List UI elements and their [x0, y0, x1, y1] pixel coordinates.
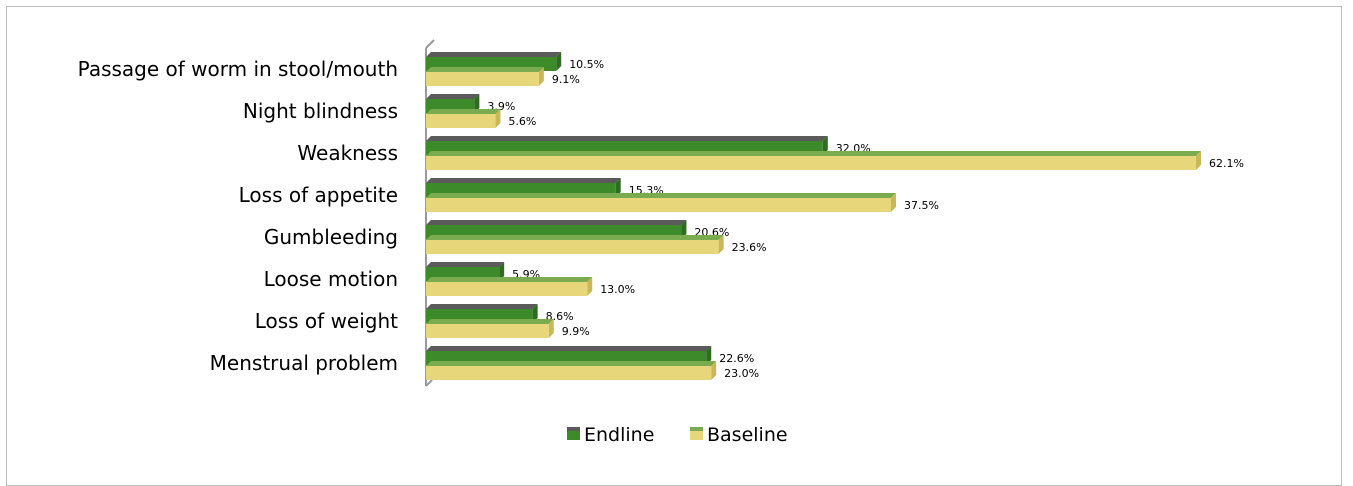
- bar-baseline-night-blindness-top: [426, 109, 501, 114]
- bar-baseline-loose-motion: [426, 282, 588, 296]
- bar-endline-weakness-side: [822, 136, 828, 155]
- legend-label-baseline: Baseline: [707, 424, 788, 446]
- category-label-night-blindness: Night blindness: [243, 99, 398, 123]
- category-label-menstrual-problem: Menstrual problem: [210, 351, 398, 375]
- bar-endline-passage-of-worm-in-stool-mouth-side: [556, 52, 562, 71]
- value-label-baseline-menstrual-problem: 23.0%: [724, 367, 759, 380]
- bar-endline-loose-motion-top: [426, 262, 505, 267]
- value-label-baseline-gumbleeding: 23.6%: [732, 241, 767, 254]
- bar-endline-gumbleeding-side: [681, 220, 687, 239]
- bar-baseline-loss-of-appetite-top: [426, 193, 896, 198]
- legend-label-endline: Endline: [584, 424, 654, 446]
- bar-baseline-loose-motion-side: [587, 277, 593, 296]
- bar-endline-loss-of-weight-side: [532, 304, 538, 323]
- category-label-loose-motion: Loose motion: [264, 267, 398, 291]
- bar-endline-weakness-top: [426, 136, 828, 141]
- bar-baseline-weakness: [426, 156, 1196, 170]
- value-label-baseline-weakness: 62.1%: [1209, 157, 1244, 170]
- bar-baseline-gumbleeding: [426, 240, 719, 254]
- bar-endline-night-blindness-side: [474, 94, 480, 113]
- value-label-baseline-loss-of-appetite: 37.5%: [904, 199, 939, 212]
- bar-baseline-menstrual-problem-top: [426, 361, 717, 366]
- bar-endline-loss-of-appetite-side: [615, 178, 621, 197]
- legend-swatch-top-baseline: [690, 427, 703, 431]
- bar-baseline-gumbleeding-side: [718, 235, 724, 254]
- bar-baseline-loss-of-weight-top: [426, 319, 554, 324]
- category-label-passage-of-worm-in-stool-mouth: Passage of worm in stool/mouth: [78, 57, 398, 81]
- bar-baseline-loss-of-weight-side: [548, 319, 554, 338]
- bar-endline-loss-of-weight-top: [426, 304, 538, 309]
- bar-baseline-passage-of-worm-in-stool-mouth: [426, 72, 539, 86]
- value-label-baseline-passage-of-worm-in-stool-mouth: 9.1%: [552, 73, 580, 86]
- bar-baseline-menstrual-problem-side: [711, 361, 717, 380]
- bar-baseline-weakness-side: [1196, 151, 1201, 170]
- y-axis-bottom-edge: [425, 379, 433, 387]
- legend-swatch-top-endline: [567, 427, 580, 431]
- bar-endline-night-blindness-top: [426, 94, 480, 99]
- category-label-loss-of-weight: Loss of weight: [255, 309, 398, 333]
- bar-endline-menstrual-problem-top: [426, 346, 712, 351]
- bar-endline-gumbleeding-top: [426, 220, 687, 225]
- value-label-baseline-loose-motion: 13.0%: [600, 283, 635, 296]
- bar-endline-passage-of-worm-in-stool-mouth-top: [426, 52, 562, 57]
- value-label-baseline-loss-of-weight: 9.9%: [562, 325, 590, 338]
- category-label-loss-of-appetite: Loss of appetite: [239, 183, 398, 207]
- bar-baseline-night-blindness: [426, 114, 496, 128]
- bar-baseline-night-blindness-side: [495, 109, 501, 128]
- bar-baseline-gumbleeding-top: [426, 235, 724, 240]
- bar-baseline-passage-of-worm-in-stool-mouth-side: [538, 67, 544, 86]
- value-label-baseline-night-blindness: 5.6%: [508, 115, 536, 128]
- category-label-weakness: Weakness: [297, 141, 398, 165]
- value-label-endline-menstrual-problem: 22.6%: [719, 352, 754, 365]
- bar-endline-loose-motion-side: [499, 262, 505, 281]
- bar-endline-menstrual-problem-side: [706, 346, 712, 365]
- bar-baseline-menstrual-problem: [426, 366, 712, 380]
- y-axis-top-edge: [425, 39, 435, 49]
- bar-baseline-loose-motion-top: [426, 277, 593, 282]
- bar-baseline-passage-of-worm-in-stool-mouth-top: [426, 67, 544, 72]
- category-label-gumbleeding: Gumbleeding: [264, 225, 398, 249]
- bar-baseline-loss-of-appetite-side: [890, 193, 896, 212]
- bar-endline-loss-of-appetite-top: [426, 178, 621, 183]
- value-label-endline-passage-of-worm-in-stool-mouth: 10.5%: [569, 58, 604, 71]
- bar-baseline-weakness-top: [426, 151, 1201, 156]
- bar-baseline-loss-of-weight: [426, 324, 549, 338]
- bar-baseline-loss-of-appetite: [426, 198, 891, 212]
